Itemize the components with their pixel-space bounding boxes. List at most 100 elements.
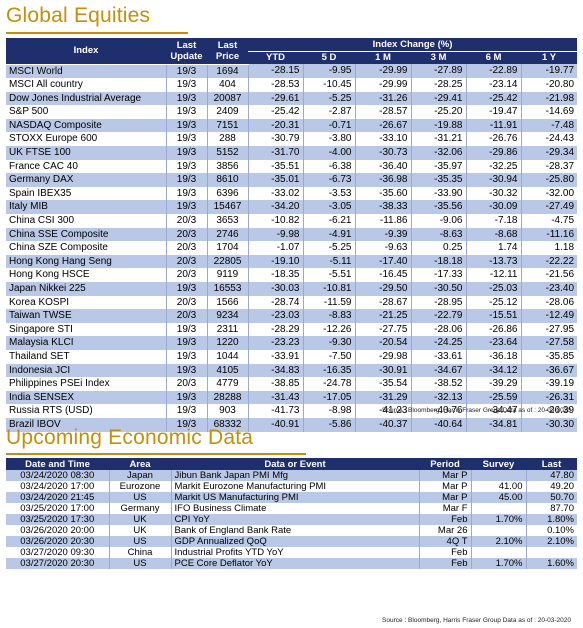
last-update: 19/3 <box>165 390 207 405</box>
table-row: Spain IBEX35 19/3 6396 -33.02 -3.53 -35.60 -33… <box>6 186 578 201</box>
change-1m: -41.23 <box>354 404 411 418</box>
change-5d: -6.73 <box>302 173 355 187</box>
change-1y: -35.85 <box>520 349 578 364</box>
change-5d: -0.71 <box>302 118 355 133</box>
change-1y: -7.48 <box>520 118 578 133</box>
change-6m: -22.89 <box>465 64 521 79</box>
table-row: Russia RTS (USD) 19/3 903 -41.73 -8.98 -41.23… <box>6 404 578 418</box>
event-area: Japan <box>108 470 171 481</box>
change-3m: -22.79 <box>410 309 466 323</box>
change-5d: -12.26 <box>302 322 355 337</box>
event-name: Bank of England Bank Rate <box>170 525 419 536</box>
last-price: 1044 <box>206 349 248 364</box>
change-1y: -28.06 <box>520 295 578 310</box>
table-row: NASDAQ Composite 19/3 7151 -20.31 -0.71 -26.6… <box>6 118 578 133</box>
change-1y: -39.19 <box>520 377 578 391</box>
table-row: UK FTSE 100 19/3 5152 -31.70 -4.00 -30.73 -32.… <box>6 146 578 160</box>
event-last: 1.80% <box>525 514 577 525</box>
equities-title: Global Equities <box>6 4 151 27</box>
last-update: 19/3 <box>165 417 207 432</box>
index-name: Dow Jones Industrial Average <box>6 91 166 106</box>
table-row: India SENSEX 19/3 28288 -31.43 -17.05 -31.29-… <box>6 390 578 405</box>
header-last-update: Last Update <box>166 38 207 65</box>
index-name: Hong Kong HSCE <box>6 268 166 282</box>
event-last: 2.10% <box>525 536 577 547</box>
change-3m: -38.52 <box>410 377 466 391</box>
change-6m: -39.29 <box>465 377 521 391</box>
change-6m: -25.59 <box>465 390 521 405</box>
index-name: S&P 500 <box>6 105 166 119</box>
change-1y: 1.18 <box>520 241 578 255</box>
index-name: NASDAQ Composite <box>6 118 166 133</box>
last-price: 1704 <box>206 241 248 255</box>
table-row: China SSE Composite 20/3 2746 -9.98 -4.91 -9.… <box>6 227 578 242</box>
change-1y: -27.49 <box>520 200 578 215</box>
change-6m: -30.94 <box>465 173 521 187</box>
last-price: 3856 <box>206 159 248 174</box>
change-ytd: -23.23 <box>247 336 303 350</box>
change-ytd: -20.31 <box>247 118 303 133</box>
index-name: Japan Nikkei 225 <box>6 282 166 296</box>
change-6m: -34.81 <box>465 417 521 432</box>
table-row: 03/27/2020 09:30 China Industrial Profits … <box>6 547 577 558</box>
table-row: Dow Jones Industrial Average 19/3 20087 -29… <box>6 91 578 106</box>
event-last: 50.70 <box>525 492 577 503</box>
change-3m: -29.41 <box>410 91 466 106</box>
event-datetime: 03/26/2020 20:30 <box>6 536 109 547</box>
change-1y: -12.49 <box>520 309 578 323</box>
event-datetime: 03/25/2020 17:00 <box>6 503 109 514</box>
change-3m: -18.18 <box>410 254 466 269</box>
change-5d: -3.80 <box>302 132 355 147</box>
header-data-event: Data or Event <box>171 458 419 470</box>
change-1y: -24.43 <box>520 132 578 147</box>
change-1m: -9.39 <box>354 227 411 242</box>
change-1y: -26.39 <box>520 404 578 418</box>
change-1m: -29.99 <box>354 64 411 79</box>
change-3m: -35.35 <box>410 173 466 187</box>
table-row: 03/24/2020 08:30 Japan Jibun Bank Japan PM… <box>6 470 577 481</box>
change-3m: -28.95 <box>410 295 466 310</box>
event-area: US <box>108 536 171 547</box>
change-1m: -33.10 <box>354 132 411 147</box>
change-1m: -31.26 <box>354 91 411 106</box>
event-datetime: 03/26/2020 20:00 <box>6 525 109 536</box>
equities-source-note: Source : Bloomberg, Harris Fraser Group … <box>382 407 571 414</box>
change-3m: -31.21 <box>410 132 466 147</box>
change-3m: -34.67 <box>410 363 466 378</box>
change-5d: -8.98 <box>302 404 355 418</box>
event-survey <box>470 547 526 558</box>
change-1m: -20.54 <box>354 336 411 350</box>
last-price: 6396 <box>206 186 248 201</box>
last-update: 20/3 <box>165 309 207 323</box>
event-datetime: 03/24/2020 17:00 <box>6 481 109 492</box>
change-5d: -5.25 <box>302 91 355 106</box>
change-6m: -23.64 <box>465 336 521 350</box>
change-5d: -9.95 <box>302 64 355 79</box>
change-ytd: -28.29 <box>247 322 303 337</box>
change-ytd: -34.83 <box>247 363 303 378</box>
event-name: PCE Core Deflator YoY <box>170 558 419 569</box>
event-period: 4Q T <box>418 536 471 547</box>
change-3m: -19.88 <box>410 118 466 133</box>
change-1m: -29.98 <box>354 349 411 364</box>
table-row: Taiwan TWSE 20/3 9234 -23.03 -8.83 -21.25 -22.… <box>6 309 578 323</box>
last-update: 20/3 <box>165 377 207 391</box>
last-update: 20/3 <box>165 241 207 255</box>
change-5d: -5.25 <box>302 241 355 255</box>
change-ytd: -40.91 <box>247 417 303 432</box>
header-last: Last <box>526 458 577 470</box>
change-1y: -26.31 <box>520 390 578 405</box>
event-last: 87.70 <box>525 503 577 514</box>
last-update: 19/3 <box>165 105 207 119</box>
change-5d: -6.38 <box>302 159 355 174</box>
change-6m: -23.14 <box>465 78 521 92</box>
event-period: Mar 26 <box>418 525 471 536</box>
change-6m: -34.12 <box>465 363 521 378</box>
change-6m: -30.32 <box>465 186 521 201</box>
last-update: 19/3 <box>165 78 207 92</box>
change-6m: -19.47 <box>465 105 521 119</box>
change-3m: -28.25 <box>410 78 466 92</box>
change-1y: -30.30 <box>520 417 578 432</box>
change-3m: -24.25 <box>410 336 466 350</box>
change-1m: -21.25 <box>354 309 411 323</box>
